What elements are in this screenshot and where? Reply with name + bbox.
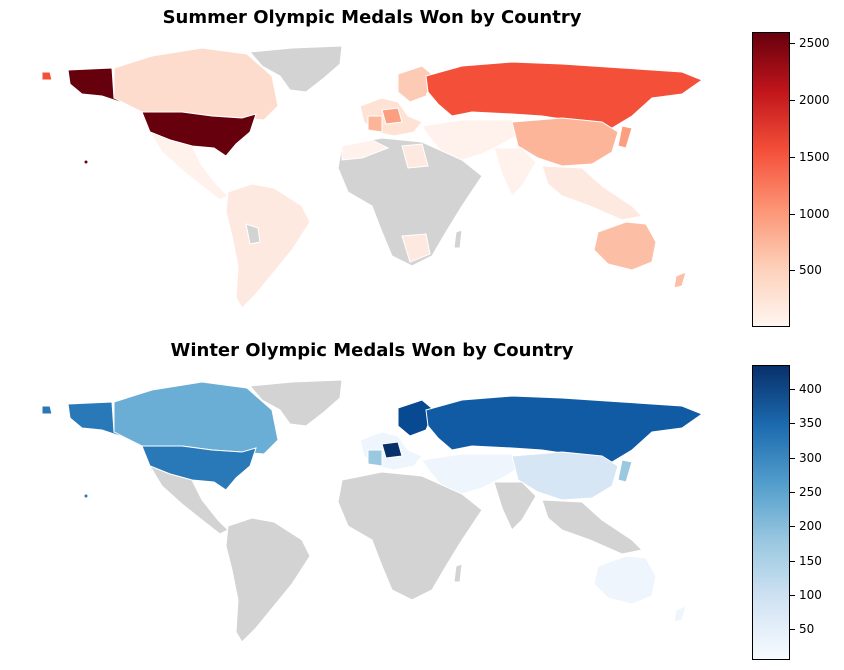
colorbar-tick-label: 400 [799, 382, 822, 396]
colorbar-tick-label: 1500 [799, 149, 830, 164]
south-america-region [225, 517, 311, 643]
colorbar-tick-label: 200 [799, 519, 822, 534]
usa-region [141, 445, 257, 491]
colorbar-tick-label: 50 [799, 622, 815, 637]
greenland-region [248, 379, 343, 427]
colorbar-tick-label: 2500 [799, 36, 830, 51]
colorbar-tick-label: 300 [799, 450, 822, 465]
colorbar-tick-label: 1000 [799, 206, 830, 221]
colorbar-tick-label: 2000 [799, 93, 830, 108]
colorbar-tick-label: 250 [799, 484, 822, 499]
colorbar-tick-label: 150 [799, 553, 822, 568]
australia-region [593, 221, 657, 271]
canada-region [113, 381, 279, 455]
colorbar-tick-label: 350 [799, 416, 822, 431]
winter-colorbar [752, 365, 790, 660]
colorbar-tick-label: 100 [799, 587, 822, 602]
colorbar-tick-label: 500 [799, 263, 822, 278]
summer-map-title: Summer Olympic Medals Won by Country [162, 7, 582, 28]
greenland-region [248, 45, 343, 93]
germany-region [381, 441, 403, 459]
winter-map-title: Winter Olympic Medals Won by Country [170, 340, 574, 361]
canada-region [113, 47, 279, 121]
winter-world-map [42, 379, 704, 643]
africa-region [337, 471, 483, 601]
usa-region [141, 111, 257, 157]
russia-region [425, 61, 704, 129]
china-region [511, 117, 619, 167]
summer-world-map [42, 45, 704, 309]
summer-colorbar [752, 32, 790, 327]
norway-region [397, 399, 435, 437]
russia-region [425, 395, 704, 463]
africa-region [337, 137, 483, 267]
germany-region [381, 107, 403, 125]
australia-region [593, 555, 657, 605]
china-region [511, 451, 619, 501]
